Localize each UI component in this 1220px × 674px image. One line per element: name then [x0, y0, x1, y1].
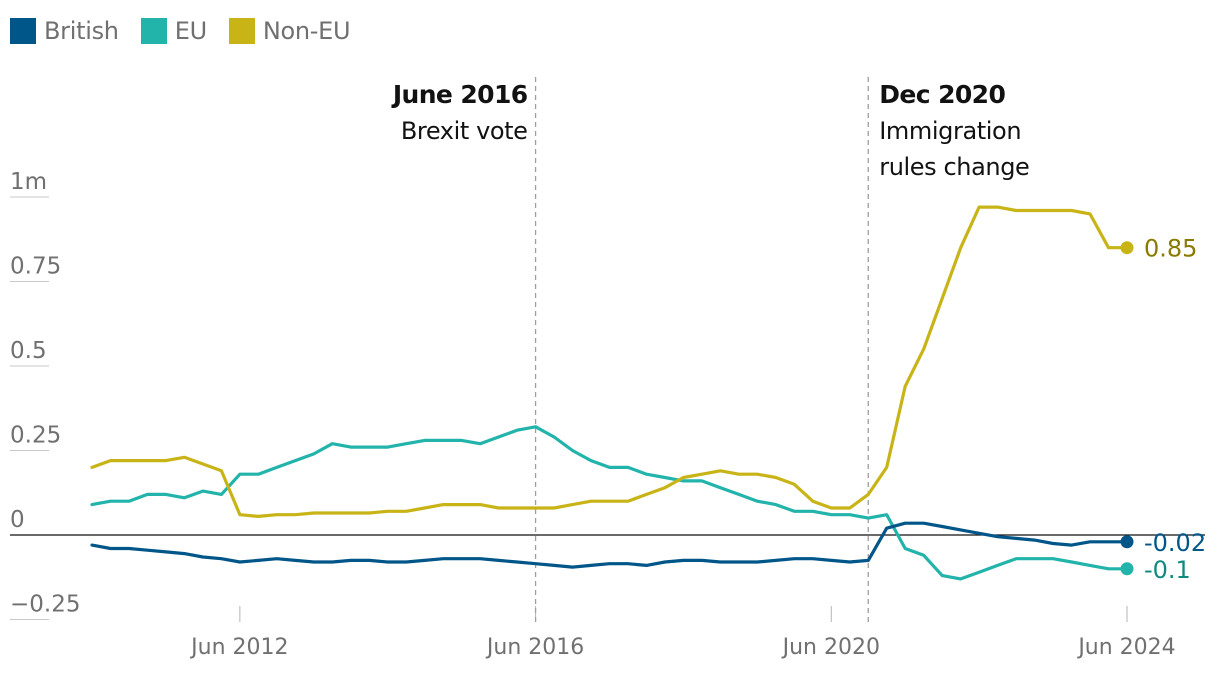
legend-item-british: British — [10, 17, 119, 45]
annotation-title: Dec 2020 — [879, 80, 1005, 109]
y-tick-label: 0.5 — [10, 338, 47, 364]
end-point-british — [1120, 535, 1134, 549]
end-point-non-eu — [1120, 241, 1134, 255]
y-tick-label: 0.25 — [10, 423, 61, 449]
x-tick-label: Jun 2016 — [485, 635, 584, 660]
legend-item-eu: EU — [140, 17, 207, 45]
x-tick-label: Jun 2020 — [781, 635, 880, 660]
annotation-text: Brexit vote — [401, 117, 528, 145]
end-label-british: -0.02 — [1144, 529, 1206, 557]
legend-item-non-eu: Non-EU — [228, 17, 351, 45]
legend-label-eu: EU — [174, 17, 207, 45]
end-point-eu — [1120, 562, 1134, 576]
annotation-title: June 2016 — [391, 80, 528, 109]
end-label-non-eu: 0.85 — [1144, 235, 1197, 263]
annotation-text: rules change — [879, 153, 1029, 181]
legend-swatch-british — [10, 18, 36, 44]
series-line-non-eu — [90, 205, 1129, 519]
y-tick-label: −0.25 — [10, 592, 80, 618]
end-label-eu: -0.1 — [1144, 556, 1191, 584]
x-tick-label: Jun 2024 — [1076, 635, 1175, 660]
y-tick-label: 0 — [10, 507, 25, 533]
y-tick-label: 0.75 — [10, 254, 61, 280]
legend-label-non-eu: Non-EU — [262, 17, 351, 45]
y-tick-label: 1m — [10, 169, 47, 195]
x-tick-label: Jun 2012 — [189, 635, 288, 660]
legend-label-british: British — [44, 17, 119, 45]
series-line-british — [90, 521, 1129, 569]
series-line-eu — [90, 425, 1129, 581]
legend-swatch-non-eu — [228, 18, 255, 44]
chart-legend: British EU Non-EU — [10, 14, 372, 48]
annotation-text: Immigration — [879, 117, 1021, 145]
legend-swatch-eu — [140, 18, 167, 44]
